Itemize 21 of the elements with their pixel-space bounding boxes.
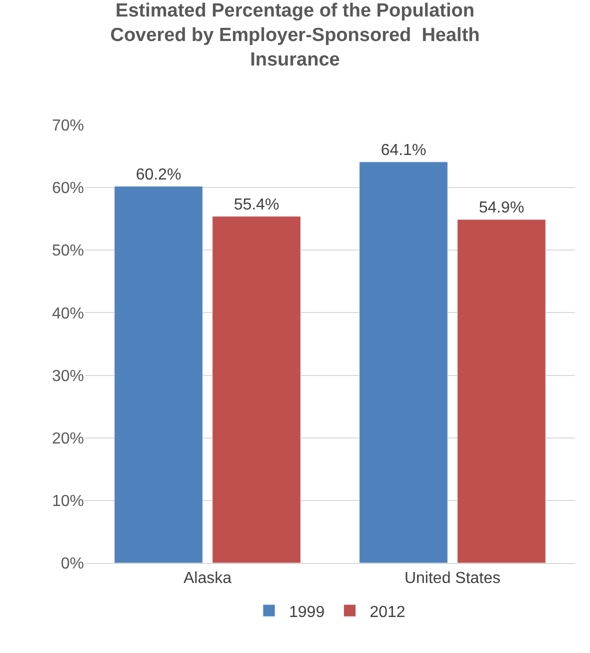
bar (114, 186, 203, 563)
bar (457, 219, 546, 563)
bar (359, 162, 448, 563)
y-tick-label: 10% (52, 493, 84, 510)
bar (212, 216, 301, 563)
y-tick-label: 60% (52, 180, 84, 198)
data-label: 60.2% (136, 166, 182, 184)
legend-label: 2012 (370, 604, 406, 621)
y-tick-label: 20% (52, 430, 84, 448)
y-tick-label: 30% (52, 368, 84, 385)
data-label: 55.4% (234, 196, 280, 214)
chart-title: Estimated Percentage of the Population Covered by Employer-Sponsored Health Insurance (110, 0, 480, 71)
data-label: 64.1% (380, 142, 426, 159)
data-label: 54.9% (478, 199, 524, 216)
y-tick-label: 40% (52, 305, 84, 322)
x-tick-label: Alaska (183, 570, 232, 588)
y-tick-label: 70% (52, 118, 84, 135)
legend-label: 1999 (289, 604, 325, 621)
y-tick-label: 50% (52, 242, 84, 260)
x-tick-label: United States (404, 570, 501, 588)
y-tick-label: 0% (60, 556, 84, 573)
